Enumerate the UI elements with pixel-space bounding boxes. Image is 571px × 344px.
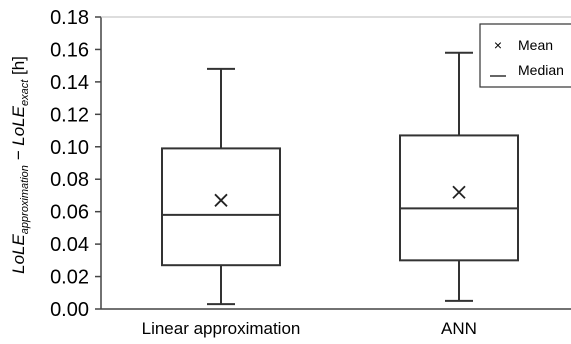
interquartile-box bbox=[399, 134, 519, 262]
y-tick-label: 0.10 bbox=[50, 137, 89, 159]
y-axis-ticks: 0.00 0.02 0.04 0.06 0.08 0.10 0.12 0.14 0.16 0.18 bbox=[50, 7, 101, 321]
y-tick-label: 0.02 bbox=[50, 267, 89, 289]
y-axis-title-part: − bbox=[9, 146, 28, 165]
mean-marker-stroke bbox=[452, 185, 466, 199]
box-ann bbox=[399, 51, 519, 302]
legend-mean-symbol: × bbox=[494, 37, 502, 53]
y-tick-label: 0.16 bbox=[50, 39, 89, 61]
y-axis-title-subscript: exact bbox=[19, 79, 31, 106]
mean-marker bbox=[214, 193, 228, 207]
y-axis-title-subscript: approximation bbox=[19, 165, 31, 234]
legend: × Mean Median bbox=[479, 23, 571, 88]
y-tick-label: 0.06 bbox=[50, 202, 89, 224]
mean-marker-stroke bbox=[214, 193, 228, 207]
y-tick-label: 0.18 bbox=[50, 7, 89, 29]
box-linear-approximation bbox=[161, 67, 281, 306]
interquartile-box bbox=[161, 147, 281, 267]
legend-mean-label: Mean bbox=[518, 37, 553, 53]
mean-marker bbox=[452, 185, 466, 199]
legend-box bbox=[479, 23, 571, 88]
plot-frame bbox=[100, 16, 571, 310]
legend-median-label: Median bbox=[518, 62, 564, 78]
x-axis-category-labels: Linear approximation ANN bbox=[142, 319, 477, 338]
y-axis-title-part: LoLE bbox=[9, 234, 28, 274]
y-axis-label: LoLEapproximation − LoLEexact [h] bbox=[9, 56, 31, 274]
y-axis-title: LoLEapproximation − LoLEexact [h] bbox=[9, 56, 31, 274]
y-tick-label: 0.04 bbox=[50, 234, 89, 256]
y-tick-label: 0.00 bbox=[50, 299, 89, 321]
y-tick-label: 0.14 bbox=[50, 72, 89, 94]
x-category-label: ANN bbox=[441, 319, 477, 338]
x-category-label: Linear approximation bbox=[142, 319, 301, 338]
y-axis-title-part: LoLE bbox=[9, 105, 28, 145]
y-axis-title-part: [h] bbox=[9, 56, 28, 80]
y-tick-label: 0.12 bbox=[50, 104, 89, 126]
box-series bbox=[161, 51, 519, 306]
y-tick-label: 0.08 bbox=[50, 169, 89, 191]
